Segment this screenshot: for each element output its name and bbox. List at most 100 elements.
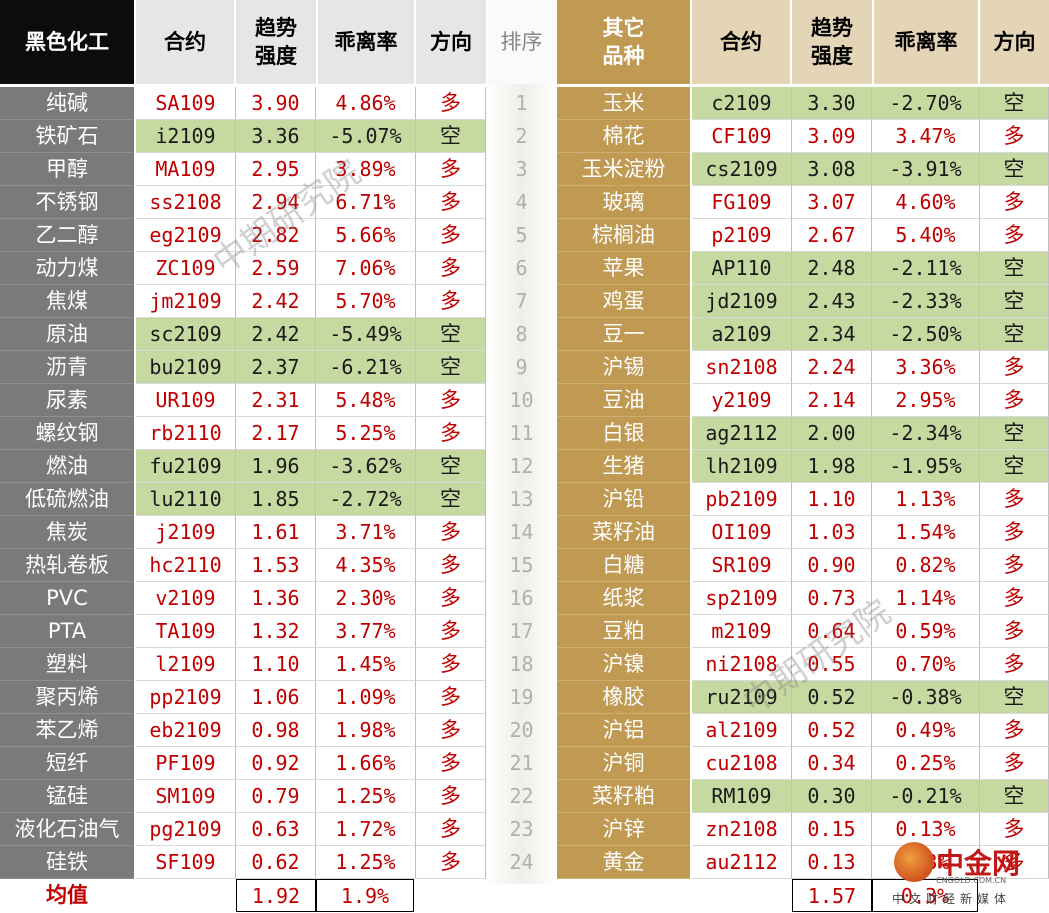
right-direction: 空 <box>980 252 1049 285</box>
left-contract: l2109 <box>136 648 236 681</box>
right-direction: 空 <box>980 417 1049 450</box>
right-direction: 多 <box>980 186 1049 219</box>
header-deviation-rate-2: 乖离率 <box>874 0 978 84</box>
right-contract: OI109 <box>692 516 792 549</box>
rank-number: 20 <box>509 718 534 742</box>
header-deviation-rate: 乖离率 <box>318 0 414 84</box>
right-trend: 3.30 <box>792 87 872 120</box>
left-contract: MA109 <box>136 153 236 186</box>
header-black-chemical: 黑色化工 <box>0 0 134 84</box>
right-deviation: 2.95% <box>872 384 980 417</box>
right-trend: 0.90 <box>792 549 872 582</box>
left-trend: 0.92 <box>236 747 316 780</box>
left-contract: sc2109 <box>136 318 236 351</box>
left-direction: 多 <box>416 615 486 648</box>
right-variety-name: 豆粕 <box>557 615 690 648</box>
left-deviation: 3.71% <box>316 516 416 549</box>
rank-number: 3 <box>515 157 528 181</box>
right-direction: 多 <box>980 549 1049 582</box>
average-left-deviation: 1.9% <box>316 879 414 912</box>
left-variety-name: 甲醇 <box>0 153 134 186</box>
left-trend: 1.10 <box>236 648 316 681</box>
header-direction-2: 方向 <box>980 0 1049 84</box>
rank-number: 6 <box>515 256 528 280</box>
left-deviation: 1.25% <box>316 846 416 879</box>
header-trend-strength: 趋势 强度 <box>236 0 316 84</box>
right-direction: 空 <box>980 780 1049 813</box>
left-deviation: 1.66% <box>316 747 416 780</box>
left-trend: 0.62 <box>236 846 316 879</box>
left-contract: SF109 <box>136 846 236 879</box>
left-deviation: 1.45% <box>316 648 416 681</box>
left-direction: 多 <box>416 186 486 219</box>
left-trend: 2.95 <box>236 153 316 186</box>
right-trend: 1.98 <box>792 450 872 483</box>
right-variety-name: 橡胶 <box>557 681 690 714</box>
left-direction: 空 <box>416 450 486 483</box>
left-direction: 多 <box>416 582 486 615</box>
right-direction: 多 <box>980 483 1049 516</box>
right-trend: 0.30 <box>792 780 872 813</box>
left-trend: 1.32 <box>236 615 316 648</box>
right-contract: SR109 <box>692 549 792 582</box>
right-variety-name: 白银 <box>557 417 690 450</box>
right-deviation: 5.40% <box>872 219 980 252</box>
left-trend: 1.61 <box>236 516 316 549</box>
left-variety-name: PVC <box>0 582 134 615</box>
logo-domain: CNGOLD.COM.CN <box>936 876 1007 885</box>
right-deviation: -2.70% <box>872 87 980 120</box>
table-row: 原油 sc2109 2.42 -5.49% 空 8 豆一 a2109 2.34 -2.50% 空 <box>0 318 1049 351</box>
left-direction: 多 <box>416 747 486 780</box>
right-variety-name: 沪铜 <box>557 747 690 780</box>
left-trend: 2.94 <box>236 186 316 219</box>
left-deviation: -3.62% <box>316 450 416 483</box>
left-contract: fu2109 <box>136 450 236 483</box>
right-deviation: -2.34% <box>872 417 980 450</box>
rank-number: 10 <box>509 388 534 412</box>
left-direction: 空 <box>416 351 486 384</box>
right-direction: 多 <box>980 219 1049 252</box>
right-contract: a2109 <box>692 318 792 351</box>
right-deviation: 1.54% <box>872 516 980 549</box>
right-deviation: 4.60% <box>872 186 980 219</box>
left-contract: ss2108 <box>136 186 236 219</box>
right-contract: y2109 <box>692 384 792 417</box>
left-direction: 多 <box>416 417 486 450</box>
rank-number: 16 <box>509 586 534 610</box>
left-deviation: 6.71% <box>316 186 416 219</box>
right-contract: RM109 <box>692 780 792 813</box>
right-direction: 空 <box>980 318 1049 351</box>
right-direction: 多 <box>980 351 1049 384</box>
left-trend: 1.36 <box>236 582 316 615</box>
right-contract: sn2108 <box>692 351 792 384</box>
table-row: 塑料 l2109 1.10 1.45% 多 18 沪镍 ni2108 0.55 0.70% 多 <box>0 648 1049 681</box>
right-trend: 0.73 <box>792 582 872 615</box>
right-deviation: 1.14% <box>872 582 980 615</box>
right-trend: 2.48 <box>792 252 872 285</box>
left-direction: 多 <box>416 813 486 846</box>
right-trend: 1.10 <box>792 483 872 516</box>
cngold-logo: 中金网 CNGOLD.COM.CN 中文财经新媒体 <box>892 838 1042 908</box>
right-variety-name: 沪锡 <box>557 351 690 384</box>
left-direction: 多 <box>416 714 486 747</box>
average-left-trend: 1.92 <box>236 879 316 912</box>
left-trend: 2.31 <box>236 384 316 417</box>
right-variety-name: 白糖 <box>557 549 690 582</box>
left-contract: pp2109 <box>136 681 236 714</box>
left-direction: 空 <box>416 120 486 153</box>
right-contract: sp2109 <box>692 582 792 615</box>
left-contract: rb2110 <box>136 417 236 450</box>
right-trend: 1.03 <box>792 516 872 549</box>
right-variety-name: 菜籽油 <box>557 516 690 549</box>
right-variety-name: 苹果 <box>557 252 690 285</box>
table-row: 液化石油气 pg2109 0.63 1.72% 多 23 沪锌 zn2108 0.15 0.13%… <box>0 813 1049 846</box>
left-deviation: 7.06% <box>316 252 416 285</box>
right-direction: 空 <box>980 153 1049 186</box>
right-trend: 3.09 <box>792 120 872 153</box>
right-trend: 2.43 <box>792 285 872 318</box>
table-row: 热轧卷板 hc2110 1.53 4.35% 多 15 白糖 SR109 0.90 0.82% 多 <box>0 549 1049 582</box>
right-direction: 多 <box>980 747 1049 780</box>
right-variety-name: 玉米 <box>557 87 690 120</box>
left-direction: 多 <box>416 681 486 714</box>
